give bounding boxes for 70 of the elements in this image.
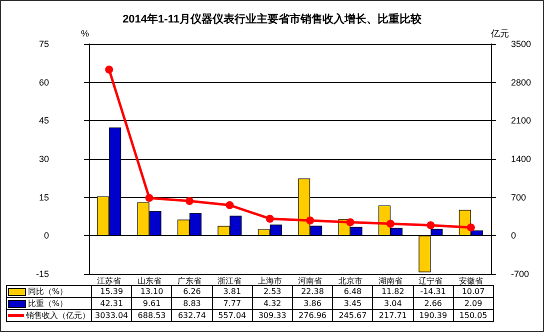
data-label: 9.61 — [132, 298, 172, 310]
x-tick-label: 山东省 — [137, 276, 162, 286]
y2-tick-label: 2800 — [511, 77, 532, 88]
data-label: 10.07 — [453, 286, 494, 298]
point — [346, 218, 354, 226]
y2-tick-label: 2100 — [511, 116, 532, 126]
y-tick-label: 75 — [38, 39, 49, 49]
data-label: 632.74 — [172, 310, 212, 322]
y-tick-label: 30 — [38, 154, 49, 164]
y2-tick-label: 700 — [511, 192, 526, 202]
point — [226, 201, 234, 210]
y2-tick-label: 3500 — [511, 39, 532, 49]
data-label: 8.83 — [172, 298, 212, 310]
y-tick-label: 0 — [44, 230, 49, 241]
legend-label: 销售收入（亿元） — [6, 310, 92, 322]
x-tick-label: 北京市 — [338, 276, 362, 286]
data-label: 11.82 — [372, 286, 413, 298]
y2-tick-label: -700 — [511, 269, 530, 279]
data-label: 309.33 — [252, 310, 292, 322]
data-label: 3.04 — [372, 298, 413, 310]
point — [466, 223, 475, 232]
y-tick-label: 15 — [38, 192, 49, 202]
data-label: 2.09 — [453, 298, 494, 310]
data-label: 688.53 — [132, 310, 172, 322]
data-label: 3033.04 — [92, 310, 132, 322]
data-label: 7.77 — [212, 298, 252, 310]
x-tick-label: 江苏省 — [97, 276, 122, 286]
data-label: 245.67 — [332, 310, 373, 322]
point — [186, 197, 194, 206]
data-label: 217.71 — [372, 310, 413, 322]
data-label: -14.31 — [413, 286, 454, 298]
data-label: 42.31 — [92, 298, 132, 310]
data-label: 22.38 — [292, 286, 333, 298]
point — [386, 220, 394, 228]
x-tick-label: 上海市 — [258, 276, 282, 286]
x-tick-label: 安徽省 — [458, 276, 483, 286]
y-axis-title: % — [80, 28, 89, 38]
point — [266, 214, 274, 223]
data-label: 150.05 — [453, 310, 494, 322]
x-tick-label: 广东省 — [178, 276, 202, 286]
point — [306, 216, 314, 224]
point — [426, 221, 435, 230]
x-tick-label: 浙江省 — [218, 276, 242, 286]
chart-title: 2014年1-11月仪器仪表行业主要省市销售收入增长、比重比较 — [122, 12, 422, 26]
x-tick-label: 湖南省 — [378, 276, 402, 286]
y-tick-label: 60 — [38, 77, 49, 88]
data-label: 2.66 — [413, 298, 454, 310]
y2-tick-label: 1400 — [511, 154, 532, 164]
legend-label: 比重（%） — [6, 298, 92, 310]
y-tick-label: 45 — [38, 116, 49, 126]
data-label: 6.48 — [332, 286, 373, 298]
data-label: 190.39 — [413, 310, 454, 322]
data-label: 2.53 — [252, 286, 292, 298]
data-label: 3.86 — [292, 298, 333, 310]
data-label: 13.10 — [132, 286, 172, 298]
x-tick-label: 辽宁省 — [418, 276, 443, 286]
data-label: 4.32 — [252, 298, 292, 310]
y2-tick-label: 0 — [511, 230, 516, 241]
data-label: 3.45 — [332, 298, 373, 310]
data-label: 276.96 — [292, 310, 333, 322]
data-label: 15.39 — [92, 286, 132, 298]
x-tick-label: 河南省 — [298, 276, 322, 286]
point — [145, 194, 154, 202]
data-label: 6.26 — [172, 286, 212, 298]
y2-axis-title: 亿元 — [490, 28, 509, 38]
y-tick-label: -15 — [36, 269, 49, 279]
data-label: 3.81 — [212, 286, 252, 298]
data-label: 557.04 — [212, 310, 252, 322]
legend-label: 同比（%） — [6, 286, 92, 298]
point — [105, 66, 114, 74]
